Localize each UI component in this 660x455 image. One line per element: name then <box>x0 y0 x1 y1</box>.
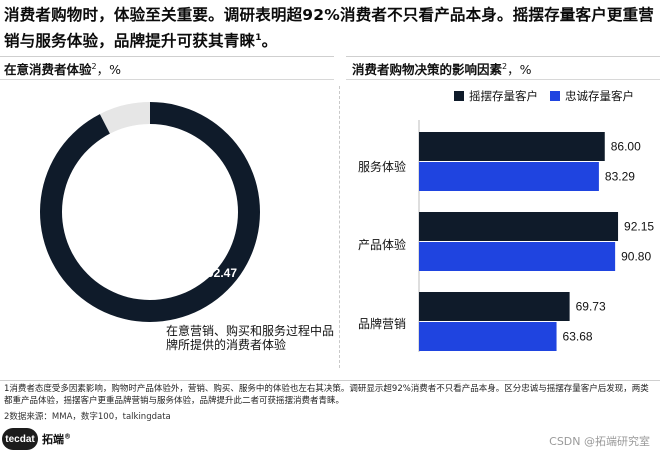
right-mid-rule <box>346 79 660 80</box>
legend-label: 忠诚存量客户 <box>565 89 634 103</box>
bar-loyal-2 <box>419 322 557 351</box>
footnote-1: 1消费者态度受多因素影响，购物时产品体验外，营销、购买、服务中的体验也左右其决策… <box>4 384 649 406</box>
left-mid-rule <box>0 79 334 80</box>
bar-swing-2 <box>419 292 570 321</box>
bar-value-label: 69.73 <box>576 300 606 314</box>
footer-rule <box>0 380 660 381</box>
legend-swatch <box>454 91 464 101</box>
donut-value-label: 92.47 <box>207 266 238 280</box>
category-label-service: 服务体验 <box>358 160 407 174</box>
bar-value-label: 92.15 <box>624 220 654 234</box>
bar-value-label: 86.00 <box>611 140 641 154</box>
right-panel-title: 消费者购物决策的影响因素2，% <box>352 61 532 77</box>
footnote-2: 2数据来源：MMA，数字100，talkingdata <box>4 412 171 422</box>
legend-swatch <box>550 91 560 101</box>
brand-name: 拓端® <box>42 432 71 446</box>
donut-slice-main <box>39 102 260 322</box>
bar-value-label: 90.80 <box>621 250 651 264</box>
panel-divider <box>339 86 340 368</box>
left-top-rule <box>0 56 334 57</box>
bar-chart: 86.00 83.29 92.15 90.80 69.73 63.68 <box>418 120 654 352</box>
right-top-rule <box>346 56 660 57</box>
page-title: 消费者购物时，体验至关重要。调研表明超92%消费者不只看产品本身。摇摆存量客户更… <box>4 6 655 51</box>
donut-description: 在意营销、购买和服务过程中品牌所提供的消费者体验 <box>166 324 335 352</box>
bar-swing-1 <box>419 212 619 241</box>
donut-slice-remainder <box>99 102 150 134</box>
bar-swing-0 <box>419 132 605 161</box>
brand-logo: tecdat 拓端® <box>2 428 71 450</box>
bar-loyal-0 <box>419 162 599 191</box>
bar-loyal-1 <box>419 242 616 271</box>
logo-mark: tecdat <box>2 428 38 450</box>
bar-value-label: 83.29 <box>605 170 635 184</box>
donut-chart <box>39 102 260 322</box>
category-label-product: 产品体验 <box>358 238 407 252</box>
watermark: CSDN @拓端研究室 <box>549 435 650 448</box>
legend-label: 摇摆存量客户 <box>469 89 538 103</box>
bar-value-label: 63.68 <box>563 330 593 344</box>
category-label-brand: 品牌营销 <box>358 317 407 331</box>
legend-item-loyal: 忠诚存量客户 <box>550 88 634 104</box>
legend-item-swing: 摇摆存量客户 <box>454 88 538 104</box>
left-panel-title: 在意消费者体验2，% <box>4 61 121 77</box>
chart-legend: 摇摆存量客户 忠诚存量客户 <box>454 88 646 104</box>
